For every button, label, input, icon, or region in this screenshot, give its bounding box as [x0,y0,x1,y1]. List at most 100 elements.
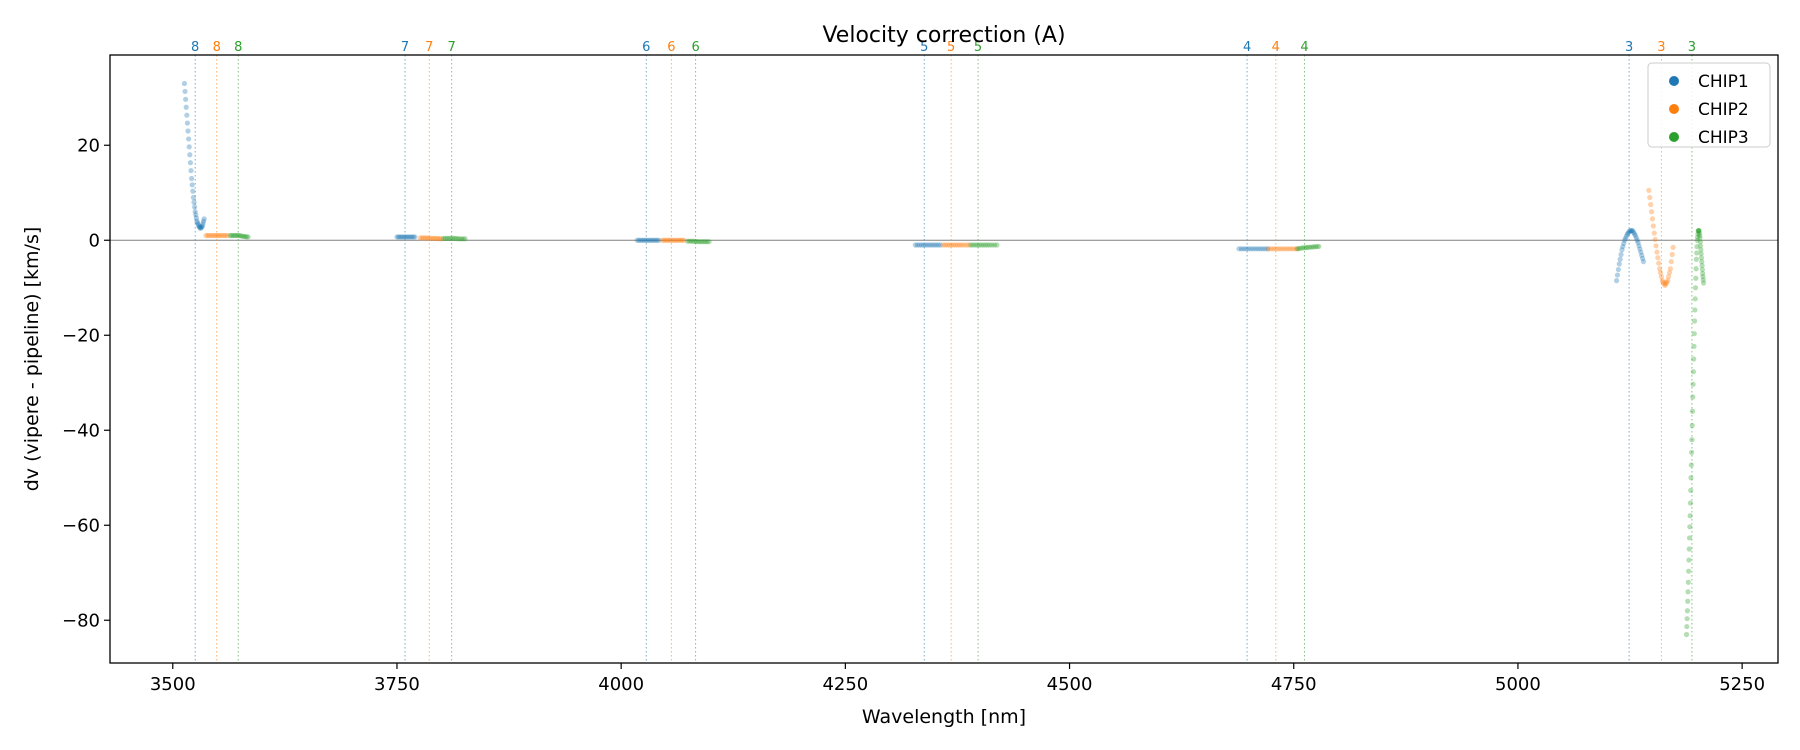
data-point-chip1 [1634,237,1640,243]
data-point-chip3 [970,242,976,248]
data-point-chip2 [1649,216,1656,222]
data-point-chip2 [430,235,436,241]
data-point-chip3 [1688,475,1694,481]
data-point-chip1 [1626,229,1632,235]
order-label-chip1-5: 5 [920,40,928,55]
legend-marker-chip2 [1669,104,1679,114]
data-point-chip1 [1621,240,1627,247]
data-point-chip3 [1309,244,1315,250]
data-point-chip1 [1622,235,1629,241]
data-point-chip3 [1698,255,1705,261]
order-label-chip1-7: 7 [401,40,409,55]
data-point-chip3 [1689,408,1696,414]
data-point-chip2 [668,237,674,243]
data-point-chip3 [449,235,456,241]
chart-title: Velocity correction (A) [822,23,1065,48]
data-point-chip3 [974,242,980,248]
data-point-chip3 [1692,296,1698,302]
data-point-chip1 [1623,233,1630,239]
data-point-chip1 [929,242,935,248]
data-point-chip3 [692,238,698,244]
y-tick-label: −80 [62,610,100,631]
data-point-chip1 [647,237,653,243]
data-point-chip1 [912,242,918,248]
data-point-chip1 [401,234,408,240]
data-point-chip2 [950,242,957,248]
data-point-chip3 [1696,228,1702,234]
order-label-chip2-7: 7 [425,40,433,55]
data-point-chip1 [1253,246,1259,252]
data-point-chip2 [1660,279,1666,285]
data-point-chip1 [1628,228,1634,234]
data-point-chip1 [196,223,202,229]
data-point-chip2 [1647,194,1653,201]
data-point-chip1 [187,160,194,166]
data-point-chip2 [1662,282,1668,288]
data-point-chip3 [1684,616,1690,622]
data-point-chip2 [210,232,216,239]
data-point-chip1 [1638,249,1644,255]
data-point-chip3 [1684,623,1690,630]
x-axis-title: Wavelength [nm] [862,706,1026,728]
data-point-chip2 [1654,249,1660,255]
data-point-chip3 [1688,487,1694,494]
data-point-chip2 [948,242,955,248]
data-point-chip1 [1615,266,1621,273]
data-point-chip1 [649,237,655,243]
legend[interactable]: CHIP1 CHIP2 CHIP3 [1647,62,1771,148]
data-point-chip1 [200,218,207,224]
data-point-chip3 [1686,535,1693,541]
data-point-chip1 [189,175,195,182]
data-point-chip1 [643,237,649,243]
data-point-chip2 [1287,246,1293,252]
data-point-chip1 [638,237,644,243]
data-point-chip1 [933,242,939,248]
data-point-chip3 [448,235,454,241]
data-point-chip1 [927,242,933,248]
data-point-chip3 [695,239,701,245]
data-point-chip3 [1305,244,1311,250]
order-label-chip1-3: 3 [1625,40,1633,55]
data-point-chip1 [406,234,412,240]
data-point-chip2 [1294,246,1300,252]
data-point-chip2 [677,237,683,243]
data-point-chip2 [432,235,438,241]
data-point-chip1 [194,218,200,224]
data-point-chip3 [1690,369,1697,375]
data-point-chip1 [195,221,201,228]
data-point-chip3 [1312,244,1318,250]
data-point-chip3 [704,239,710,245]
axes: 3500 3750 4000 4250 4500 4750 5000 5250 20 0 −20 −4… [62,135,1765,695]
data-point-chip1 [1613,278,1620,284]
data-point-chip1 [1633,235,1639,241]
data-point-chip3 [462,236,468,242]
data-point-chip3 [1686,568,1692,574]
data-point-chip2 [679,237,685,243]
data-point-chip3 [1699,266,1705,273]
data-point-chip2 [424,235,431,241]
data-point-chip1 [201,216,207,222]
data-point-chip3 [1689,437,1695,443]
data-point-chip3 [1691,356,1697,362]
data-point-chip2 [1270,246,1277,252]
data-point-chip1 [1255,246,1261,252]
data-point-chip2 [1668,259,1674,265]
data-point-chip3 [1303,244,1309,251]
data-point-chip2 [1646,187,1652,193]
x-tick-label: 4750 [1271,674,1317,695]
data-point-chip1 [185,128,191,134]
data-point-chip3 [1685,598,1691,604]
data-point-chip3 [1691,331,1697,337]
data-point-chip3 [458,236,465,242]
data-point-chip3 [991,242,998,248]
data-point-chip2 [953,242,959,248]
data-point-chip2 [672,237,678,243]
data-point-chip2 [966,242,972,248]
data-point-chip2 [1292,246,1298,252]
data-point-chip1 [1624,231,1630,237]
data-point-chip3 [1307,244,1313,250]
data-point-chip1 [1632,232,1639,239]
data-point-chip2 [212,232,218,239]
data-point-chip2 [666,237,673,243]
